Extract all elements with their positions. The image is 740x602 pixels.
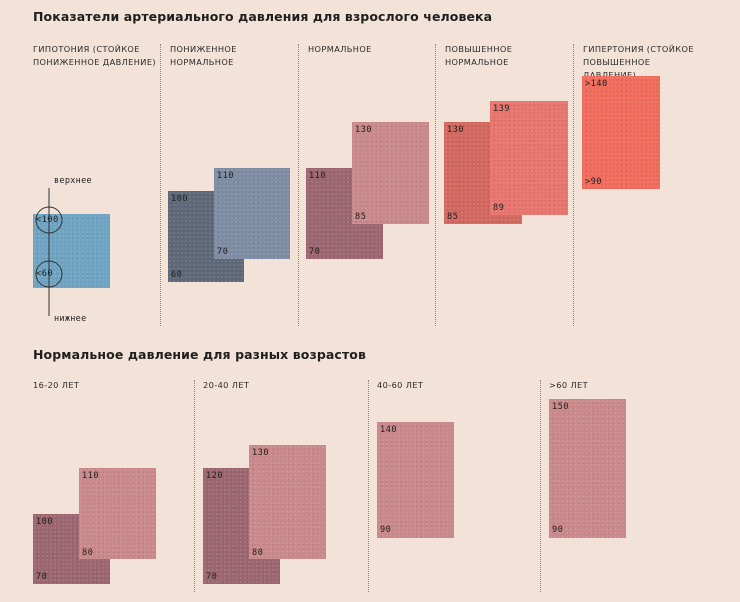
age-16-20-systolic-block bbox=[79, 468, 156, 559]
age-16-20-systolic-max: 110 bbox=[82, 471, 100, 481]
age-60-plus-systolic: 150 bbox=[552, 402, 570, 412]
category-label-low-normal: ПОНИЖЕННОЕ НОРМАЛЬНОЕ bbox=[170, 44, 237, 67]
hypotension-diastolic-value: <60 bbox=[36, 269, 54, 279]
upper-annotation-label: верхнее bbox=[54, 176, 92, 186]
divider bbox=[298, 44, 299, 326]
age-16-20-diastolic-min: 70 bbox=[36, 572, 48, 582]
high-normal-diastolic-min: 85 bbox=[447, 212, 459, 222]
age-40-60-block bbox=[377, 422, 454, 538]
low-normal-systolic-min: 100 bbox=[171, 194, 189, 204]
category-label-normal: НОРМАЛЬНОЕ bbox=[308, 44, 372, 54]
normal-diastolic-max: 85 bbox=[355, 212, 367, 222]
age-20-40-diastolic-min: 70 bbox=[206, 572, 218, 582]
lower-annotation-label: нижнее bbox=[54, 314, 87, 324]
low-normal-diastolic-max: 70 bbox=[217, 247, 229, 257]
normal-systolic-max: 130 bbox=[355, 125, 373, 135]
divider bbox=[160, 44, 161, 326]
age-60-plus-diastolic: 90 bbox=[552, 525, 564, 535]
age-16-20-systolic-min: 100 bbox=[36, 517, 54, 527]
normal-systolic-block bbox=[352, 122, 429, 224]
divider bbox=[540, 380, 541, 592]
low-normal-diastolic-min: 60 bbox=[171, 270, 183, 280]
age-40-60-diastolic: 90 bbox=[380, 525, 392, 535]
category-label-hypotension: ГИПОТОНИЯ (СТОЙКОЕ ПОНИЖЕННОЕ ДАВЛЕНИЕ) bbox=[33, 44, 157, 67]
high-normal-diastolic-max: 89 bbox=[493, 203, 505, 213]
divider bbox=[573, 44, 574, 326]
high-normal-systolic-min: 130 bbox=[447, 125, 465, 135]
age-60-plus-block bbox=[549, 399, 626, 538]
high-normal-systolic-max: 139 bbox=[493, 104, 511, 114]
age-20-40-diastolic-max: 80 bbox=[252, 548, 264, 558]
lower-value-circle bbox=[35, 260, 63, 288]
normal-diastolic-min: 70 bbox=[309, 247, 321, 257]
hypertension-systolic-value: >140 bbox=[585, 79, 608, 89]
age-16-20-diastolic-max: 80 bbox=[82, 548, 94, 558]
chart-title-ages: Нормальное давление для разных возрастов bbox=[33, 347, 366, 362]
age-label-16-20: 16-20 ЛЕТ bbox=[33, 380, 80, 390]
age-label-40-60: 40-60 ЛЕТ bbox=[377, 380, 424, 390]
hypertension-diastolic-value: >90 bbox=[585, 177, 603, 187]
age-label-60-plus: >60 ЛЕТ bbox=[549, 380, 589, 390]
low-normal-systolic-max: 110 bbox=[217, 171, 235, 181]
hypotension-block bbox=[33, 214, 110, 288]
category-label-hypertension: ГИПЕРТОНИЯ (СТОЙКОЕ ПОВЫШЕННОЕ ДАВЛЕНИЕ) bbox=[583, 44, 694, 80]
age-40-60-systolic: 140 bbox=[380, 425, 398, 435]
normal-systolic-min: 110 bbox=[309, 171, 327, 181]
upper-value-circle bbox=[35, 206, 63, 234]
age-20-40-systolic-block bbox=[249, 445, 326, 559]
divider bbox=[368, 380, 369, 592]
divider bbox=[194, 380, 195, 592]
hypotension-systolic-value: <100 bbox=[36, 215, 59, 225]
low-normal-systolic-block bbox=[214, 168, 290, 259]
hypertension-block bbox=[582, 76, 660, 189]
age-label-20-40: 20-40 ЛЕТ bbox=[203, 380, 250, 390]
age-20-40-systolic-max: 130 bbox=[252, 448, 270, 458]
chart-title-adult: Показатели артериального давления для вз… bbox=[33, 9, 493, 24]
divider bbox=[435, 44, 436, 326]
category-label-high-normal: ПОВЫШЕННОЕ НОРМАЛЬНОЕ bbox=[445, 44, 513, 67]
age-20-40-systolic-min: 120 bbox=[206, 471, 224, 481]
high-normal-systolic-block bbox=[490, 101, 568, 215]
